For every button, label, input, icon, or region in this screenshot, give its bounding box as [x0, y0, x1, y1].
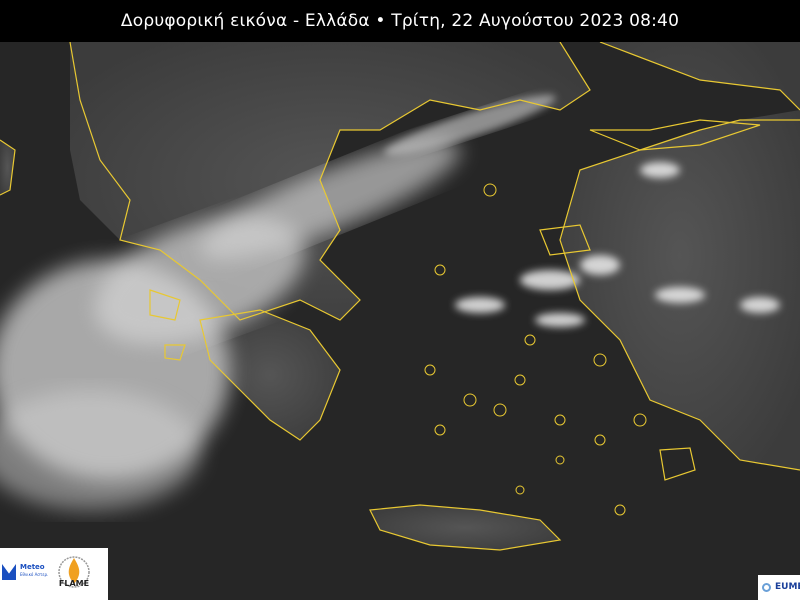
- coastlines: [0, 42, 800, 551]
- clouds: [455, 162, 780, 327]
- image-title: Δορυφορική εικόνα - Ελλάδα • Τρίτη, 22 Α…: [120, 11, 680, 31]
- eumetsat-logo-icon: [762, 583, 771, 592]
- title-bar: Δορυφορική εικόνα - Ελλάδα • Τρίτη, 22 Α…: [0, 0, 800, 42]
- meteo-logo-icon: [2, 564, 16, 580]
- logo-panel: Meteo Εθνικό Αστερ. FLAME: [0, 548, 108, 600]
- flame-logo: FLAME: [58, 556, 90, 588]
- eumetsat-logo-text: EUMETSAT: [775, 582, 800, 592]
- satellite-map: [0, 42, 800, 600]
- meteo-logo-subtitle: Εθνικό Αστερ.: [20, 572, 49, 577]
- eumetsat-logo: EUMETSAT: [758, 575, 800, 600]
- smoke-plume: [0, 94, 556, 510]
- meteo-logo-text: Meteo: [20, 563, 45, 571]
- svg-text:FLAME: FLAME: [59, 579, 89, 588]
